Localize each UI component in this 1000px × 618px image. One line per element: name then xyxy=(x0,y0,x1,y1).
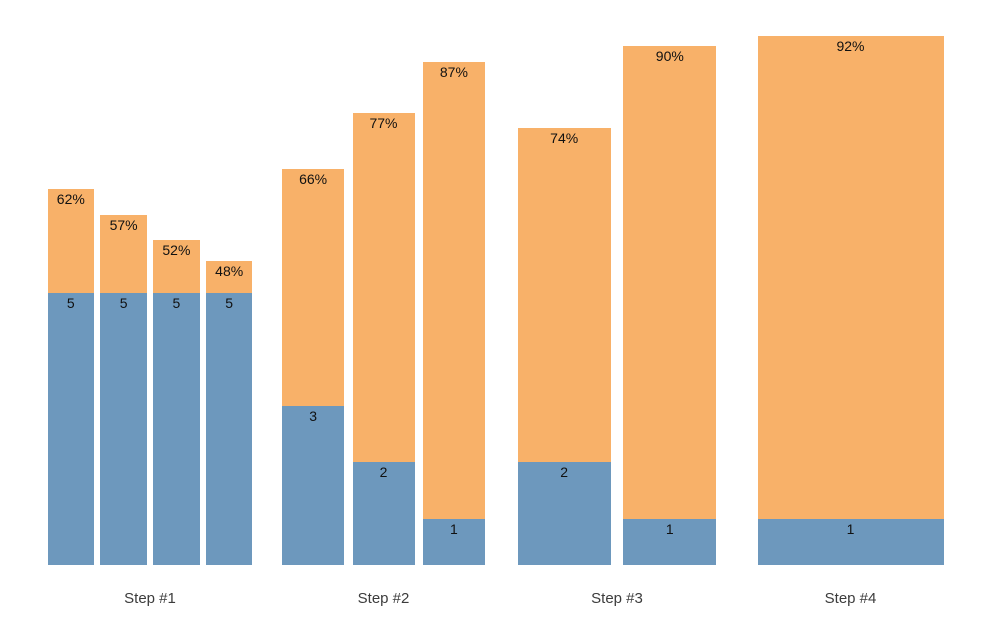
bottom-segment xyxy=(205,293,253,565)
count-label: 2 xyxy=(379,464,388,481)
count-label: 3 xyxy=(309,408,317,425)
count-label: 1 xyxy=(846,520,855,537)
x-axis-label: Step #2 xyxy=(357,590,410,607)
top-segment xyxy=(153,240,200,294)
bottom-segment xyxy=(517,462,611,565)
stacked-bar: 62% 5 xyxy=(47,189,95,565)
count-label: 2 xyxy=(560,464,569,481)
pct-label: 57% xyxy=(109,216,138,233)
count-label: 5 xyxy=(225,295,234,312)
bottom-segment xyxy=(422,518,485,565)
bottom-segment xyxy=(47,293,95,565)
x-axis-label: Step #3 xyxy=(591,590,643,607)
bottom-segment xyxy=(153,293,200,565)
x-axis-label: Step #1 xyxy=(124,590,176,607)
stacked-bar: 87% 1 xyxy=(422,61,485,565)
stacked-bar: 90% 1 xyxy=(623,46,717,565)
stacked-bar: 52% 5 xyxy=(153,240,200,565)
top-segment xyxy=(282,168,345,407)
pct-label: 74% xyxy=(550,129,579,146)
top-segment xyxy=(623,46,717,519)
count-label: 5 xyxy=(119,295,128,312)
top-segment xyxy=(100,214,147,294)
pct-label: 48% xyxy=(215,262,244,279)
count-label: 5 xyxy=(66,295,75,312)
top-segment xyxy=(352,112,415,463)
top-segment xyxy=(757,36,944,519)
pct-label: 66% xyxy=(299,170,328,187)
pct-label: 92% xyxy=(836,38,865,55)
stacked-bar: 74% 2 xyxy=(517,127,611,565)
count-label: 1 xyxy=(665,520,674,537)
bottom-segment xyxy=(100,293,147,565)
top-segment xyxy=(205,260,253,294)
count-label: 5 xyxy=(172,295,181,312)
pct-label: 87% xyxy=(439,63,468,80)
stacked-bar: 48% 5 xyxy=(205,260,253,565)
stacked-bar: 66% 3 xyxy=(282,168,345,565)
bottom-segment xyxy=(623,518,717,565)
bottom-segment xyxy=(352,462,415,565)
top-segment xyxy=(422,61,485,519)
pct-label: 77% xyxy=(369,114,398,131)
bottom-segment xyxy=(282,406,345,565)
stacked-bar: 57% 5 xyxy=(100,214,147,565)
stacked-bar: 77% 2 xyxy=(352,112,415,565)
top-segment xyxy=(517,127,611,463)
stacked-bar: 92% 1 xyxy=(757,36,944,565)
x-axis-label: Step #4 xyxy=(824,590,877,607)
count-label: 1 xyxy=(449,520,458,537)
pct-label: 52% xyxy=(162,242,191,259)
pct-label: 90% xyxy=(655,48,684,65)
bottom-segment xyxy=(757,518,944,565)
pct-label: 62% xyxy=(56,191,85,208)
top-segment xyxy=(47,189,95,294)
